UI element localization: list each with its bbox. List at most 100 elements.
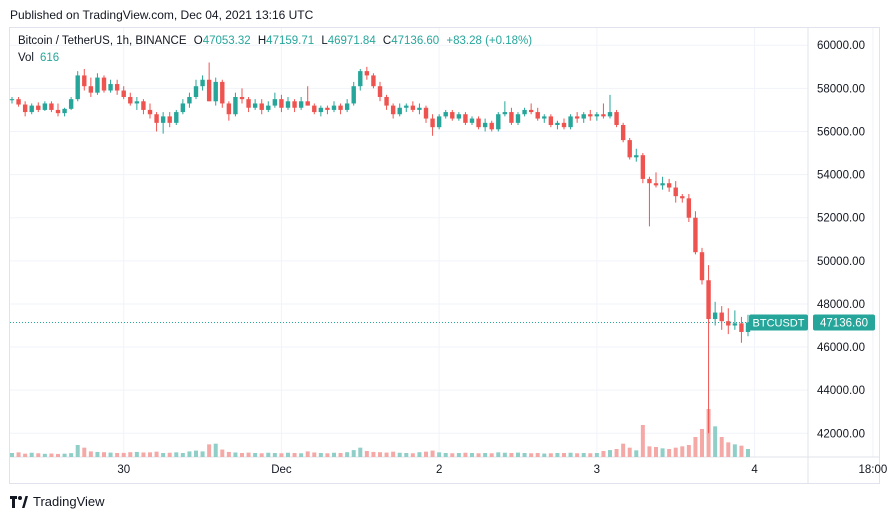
y-tick-label: 48000.00	[817, 299, 865, 311]
candle-body	[489, 122, 494, 130]
volume-bar	[279, 453, 284, 457]
volume-bar	[364, 451, 369, 457]
candle-body	[167, 116, 172, 123]
candle-body	[121, 90, 126, 97]
volume-label: Vol	[18, 52, 34, 64]
close-label: C	[382, 35, 392, 47]
volume-bar	[325, 453, 330, 457]
candle-body	[469, 118, 475, 123]
volume-bar	[647, 446, 652, 457]
volume-bar	[463, 452, 468, 457]
y-tick-label: 42000.00	[817, 428, 865, 440]
volume-bar	[483, 453, 488, 457]
candle-body	[82, 75, 87, 87]
volume-bar	[713, 426, 718, 457]
candle-body	[719, 312, 724, 322]
volume-bar	[358, 447, 363, 457]
volume-bar	[246, 452, 251, 457]
volume-bar	[470, 453, 474, 457]
close-value: 47136.60	[391, 35, 440, 47]
price-tag-bg	[813, 314, 875, 331]
candle-body	[154, 114, 159, 123]
x-tick-label: 4	[751, 464, 758, 476]
volume-bar	[627, 447, 632, 457]
candle-body	[68, 99, 74, 109]
volume-bar	[746, 449, 750, 457]
volume-bar	[502, 452, 507, 457]
volume-bar	[732, 444, 737, 457]
volume-bar	[575, 453, 580, 457]
volume-bar	[726, 442, 731, 457]
volume-bar	[601, 451, 606, 457]
candle-body	[515, 114, 521, 123]
candle-body	[614, 112, 619, 126]
candle-body	[88, 86, 94, 93]
candle-body	[732, 323, 738, 326]
volume-bar	[128, 452, 133, 457]
candle-body	[200, 79, 205, 87]
volume-bar	[693, 437, 698, 457]
low-value: 46971.84	[327, 35, 376, 47]
volume-bar	[305, 451, 310, 457]
candle-body	[9, 99, 15, 101]
y-tick-label: 60000.00	[817, 40, 865, 52]
volume-bar	[555, 453, 560, 457]
candle-body	[213, 81, 218, 102]
candle-body	[410, 105, 416, 110]
candle-body	[49, 103, 54, 110]
candle-body	[16, 99, 21, 105]
symbol-label: Bitcoin / TetherUS, 1h, BINANCE	[18, 35, 187, 47]
candle-body	[147, 109, 153, 115]
candle-body	[561, 122, 567, 128]
candle-body	[417, 107, 422, 110]
candle-body	[180, 103, 186, 113]
volume-bar	[476, 453, 481, 457]
volume-bar	[69, 453, 74, 457]
volume-bar	[410, 453, 415, 457]
volume-bar	[548, 453, 553, 457]
volume-bar	[318, 453, 323, 457]
volume-bar	[516, 452, 520, 457]
ticker-tag-label: BTCUSDT	[753, 318, 805, 330]
candle-body	[108, 84, 113, 91]
volume-bar	[581, 453, 586, 457]
candle-body	[390, 105, 396, 115]
volume-bar	[180, 453, 185, 457]
volume-bar	[378, 452, 382, 457]
y-tick-label: 54000.00	[817, 170, 865, 182]
candle-body	[502, 112, 508, 115]
candle-body	[436, 116, 442, 128]
volume-bar	[384, 452, 389, 457]
candle-body	[673, 187, 678, 197]
candle-body	[187, 96, 192, 104]
candle-body	[29, 105, 34, 113]
candle-body	[640, 155, 646, 179]
candle-body	[226, 103, 232, 115]
candle-body	[233, 96, 238, 115]
volume-bar	[614, 449, 619, 457]
candle-body	[712, 312, 718, 320]
volume-legend: Vol 616	[18, 52, 59, 64]
candle-body	[128, 96, 133, 104]
candle-body	[620, 125, 626, 141]
candle-body	[371, 75, 376, 87]
volume-bar	[450, 453, 455, 457]
candle-body	[463, 114, 468, 123]
x-tick-label: 30	[117, 464, 130, 476]
volume-bar	[10, 453, 14, 457]
last-price-label: 47136.60	[820, 318, 868, 330]
volume-bar	[115, 453, 120, 457]
candle-body	[680, 196, 685, 199]
candle-body	[588, 114, 593, 117]
volume-bar	[200, 451, 205, 457]
candle-body	[22, 104, 28, 113]
candle-body	[318, 107, 324, 113]
candle-body	[482, 122, 488, 128]
candle-body	[509, 112, 514, 123]
candle-body	[193, 86, 199, 97]
candle-body	[726, 321, 731, 326]
volume-bar	[667, 449, 672, 457]
volume-bar	[496, 452, 501, 457]
candle-body	[745, 322, 751, 332]
